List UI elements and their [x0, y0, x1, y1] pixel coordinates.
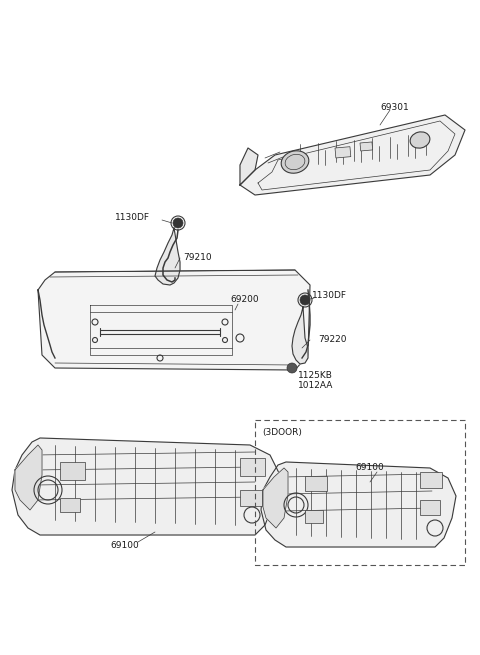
Bar: [60, 462, 85, 480]
Polygon shape: [38, 270, 310, 370]
Bar: [240, 458, 265, 476]
Circle shape: [300, 295, 310, 305]
Bar: [360, 142, 372, 151]
Text: 69100: 69100: [355, 464, 384, 472]
Circle shape: [173, 218, 183, 228]
Polygon shape: [155, 228, 180, 285]
Polygon shape: [12, 438, 280, 535]
Text: (3DOOR): (3DOOR): [262, 428, 302, 436]
Text: 1130DF: 1130DF: [312, 291, 347, 301]
Text: 79220: 79220: [318, 335, 347, 345]
Polygon shape: [263, 468, 288, 528]
Bar: [420, 500, 440, 515]
Polygon shape: [240, 148, 258, 185]
Text: 79210: 79210: [183, 253, 212, 263]
Text: 1130DF: 1130DF: [115, 214, 150, 223]
Ellipse shape: [281, 151, 309, 173]
Bar: [305, 476, 327, 491]
Bar: [335, 147, 351, 158]
Bar: [60, 498, 80, 512]
Polygon shape: [261, 462, 456, 547]
Circle shape: [287, 363, 297, 373]
Text: 69301: 69301: [380, 102, 409, 111]
Text: 69100: 69100: [110, 540, 139, 550]
Bar: [305, 510, 323, 523]
Text: 1125KB: 1125KB: [298, 371, 333, 379]
Bar: [255, 420, 465, 565]
Bar: [240, 490, 262, 506]
Text: 1012AA: 1012AA: [298, 381, 334, 390]
Polygon shape: [15, 445, 42, 510]
Polygon shape: [292, 307, 308, 364]
Ellipse shape: [410, 132, 430, 148]
Bar: [420, 472, 442, 488]
Polygon shape: [240, 115, 465, 195]
Text: 69200: 69200: [230, 295, 259, 305]
